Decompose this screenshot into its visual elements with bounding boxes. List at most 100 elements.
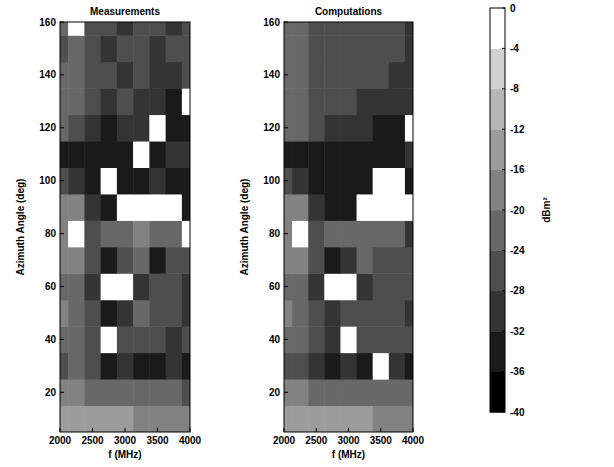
cell bbox=[149, 115, 166, 142]
cell bbox=[357, 406, 374, 432]
colorbar-tick-label: -12 bbox=[510, 124, 525, 135]
cell bbox=[84, 167, 101, 194]
y-tick bbox=[60, 392, 64, 393]
cell bbox=[182, 35, 190, 62]
y-tick bbox=[60, 339, 64, 340]
cell bbox=[389, 273, 406, 300]
cell bbox=[149, 194, 166, 221]
cell bbox=[166, 220, 183, 247]
colorbar-label: dBm² bbox=[541, 197, 552, 223]
cell bbox=[357, 62, 374, 89]
cell bbox=[292, 194, 309, 221]
cell bbox=[373, 88, 390, 115]
cell bbox=[166, 406, 183, 432]
cell bbox=[117, 353, 134, 380]
cell bbox=[117, 326, 134, 353]
cell bbox=[68, 62, 85, 89]
cell bbox=[389, 247, 406, 274]
cell bbox=[133, 88, 150, 115]
cell bbox=[84, 35, 101, 62]
cell bbox=[340, 406, 357, 432]
cell bbox=[60, 406, 69, 432]
cell bbox=[308, 353, 325, 380]
colorbar-tick-label: -8 bbox=[510, 83, 519, 94]
x-tick bbox=[348, 428, 349, 432]
colorbar-band bbox=[490, 372, 505, 413]
cell bbox=[68, 22, 85, 36]
cell bbox=[68, 141, 85, 168]
cell bbox=[101, 115, 118, 142]
cell bbox=[405, 194, 413, 221]
cell bbox=[133, 35, 150, 62]
cell bbox=[340, 300, 357, 327]
cell bbox=[101, 22, 118, 36]
cell bbox=[149, 35, 166, 62]
panel-title: Computations bbox=[315, 6, 383, 17]
y-tick bbox=[60, 127, 64, 128]
y-tick-label: 140 bbox=[39, 69, 56, 80]
cell bbox=[324, 353, 341, 380]
chart: 2000250030003500400020406080100120140160… bbox=[0, 0, 614, 467]
cell bbox=[324, 35, 341, 62]
y-tick bbox=[284, 74, 288, 75]
y-tick bbox=[284, 180, 288, 181]
colorbar-tick bbox=[502, 371, 505, 372]
y-tick-label: 120 bbox=[39, 122, 56, 133]
cell bbox=[292, 167, 309, 194]
cell bbox=[373, 406, 390, 432]
cell bbox=[389, 353, 406, 380]
cell bbox=[101, 35, 118, 62]
cell bbox=[373, 22, 390, 36]
x-axis-title: f (MHz) bbox=[108, 449, 141, 460]
cell bbox=[292, 62, 309, 89]
cell bbox=[166, 88, 183, 115]
y-tick bbox=[284, 22, 288, 23]
cell bbox=[101, 141, 118, 168]
cell bbox=[357, 22, 374, 36]
cell bbox=[308, 22, 325, 36]
cell bbox=[166, 62, 183, 89]
cell bbox=[284, 62, 293, 89]
cell bbox=[340, 115, 357, 142]
colorbar-band bbox=[490, 291, 505, 332]
cell bbox=[84, 62, 101, 89]
y-axis-title: Azimuth Angle (deg) bbox=[239, 179, 250, 276]
cell bbox=[101, 273, 118, 300]
cell bbox=[357, 88, 374, 115]
cell bbox=[182, 406, 190, 432]
cell bbox=[357, 353, 374, 380]
cell bbox=[68, 406, 85, 432]
colorbar-tick bbox=[502, 169, 505, 170]
cell bbox=[357, 326, 374, 353]
cell bbox=[292, 22, 309, 36]
cell bbox=[68, 35, 85, 62]
cell bbox=[133, 379, 150, 406]
cell bbox=[292, 115, 309, 142]
cell bbox=[117, 300, 134, 327]
frame bbox=[60, 22, 190, 432]
panel: 2000250030003500400020406080100120140160… bbox=[15, 6, 202, 460]
cell bbox=[182, 379, 190, 406]
cell bbox=[284, 88, 293, 115]
cell bbox=[117, 141, 134, 168]
cell bbox=[182, 88, 190, 115]
cell bbox=[284, 379, 293, 406]
x-tick-label: 2000 bbox=[273, 435, 296, 446]
cell bbox=[117, 62, 134, 89]
x-tick-label: 3000 bbox=[114, 435, 137, 446]
cell bbox=[166, 247, 183, 274]
cell bbox=[284, 141, 293, 168]
x-tick bbox=[380, 428, 381, 432]
cell bbox=[405, 22, 413, 36]
cell bbox=[292, 35, 309, 62]
cell bbox=[357, 247, 374, 274]
cell bbox=[133, 141, 150, 168]
cell bbox=[149, 379, 166, 406]
cell bbox=[60, 379, 69, 406]
cell bbox=[166, 167, 183, 194]
cell bbox=[84, 300, 101, 327]
cell bbox=[133, 300, 150, 327]
cell bbox=[308, 273, 325, 300]
cell bbox=[340, 141, 357, 168]
cell bbox=[405, 220, 413, 247]
